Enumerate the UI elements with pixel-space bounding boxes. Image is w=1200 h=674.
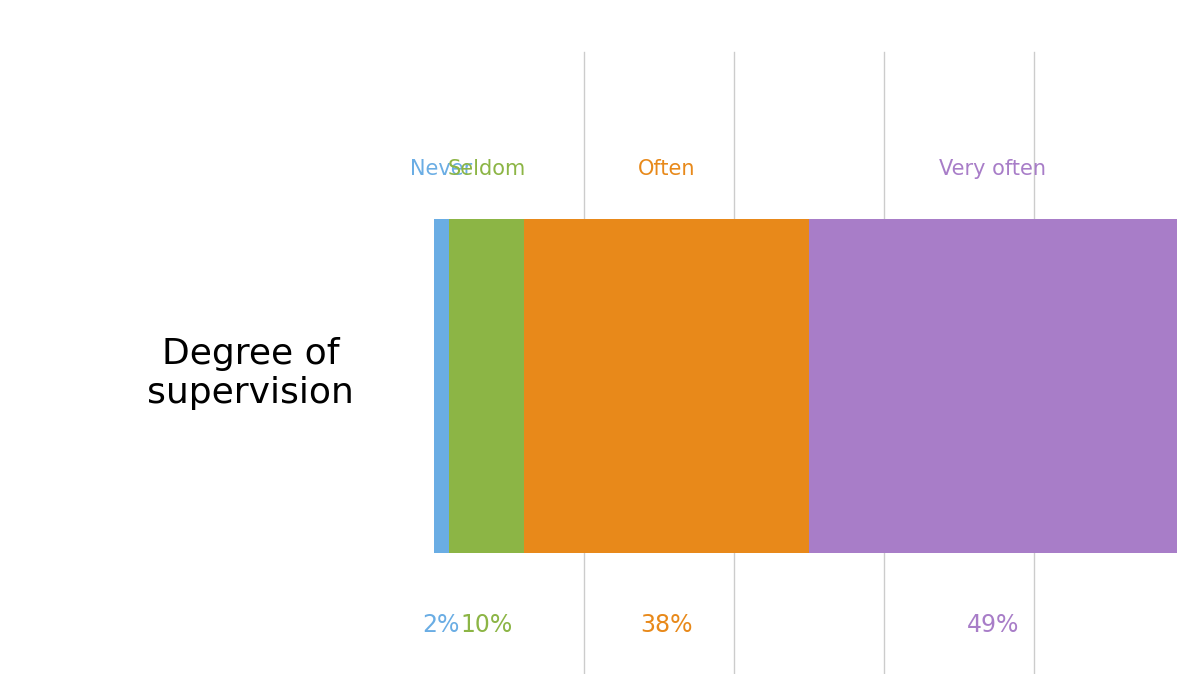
Text: Degree of
supervision: Degree of supervision bbox=[146, 337, 354, 410]
Bar bbox=[809, 219, 1176, 553]
Bar bbox=[449, 219, 524, 553]
Text: Never: Never bbox=[410, 159, 473, 179]
Text: Online: Online bbox=[30, 34, 263, 96]
Text: 2%: 2% bbox=[422, 613, 460, 637]
Text: Seldom: Seldom bbox=[448, 159, 526, 179]
Text: Often: Often bbox=[637, 159, 695, 179]
Bar bbox=[524, 219, 809, 553]
Bar bbox=[434, 219, 449, 553]
Text: 10%: 10% bbox=[461, 613, 512, 637]
Text: 38%: 38% bbox=[641, 613, 692, 637]
Text: 49%: 49% bbox=[966, 613, 1019, 637]
Text: Very often: Very often bbox=[940, 159, 1046, 179]
